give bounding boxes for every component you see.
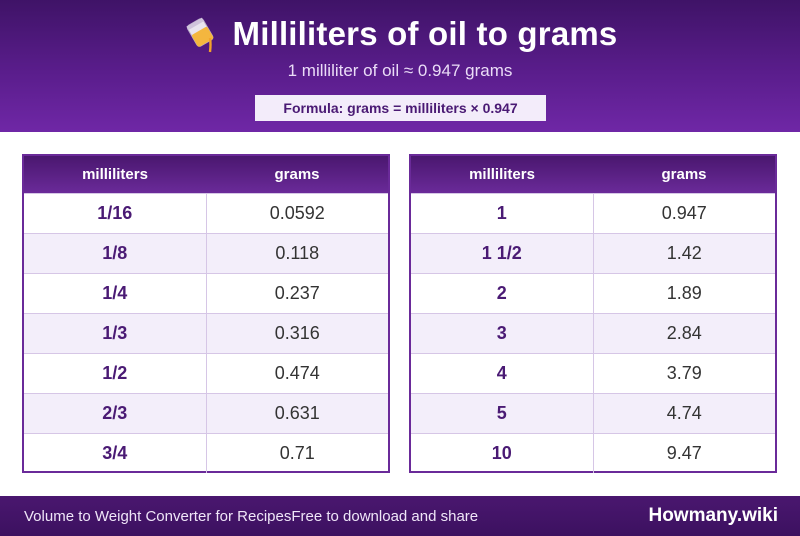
footer: Volume to Weight Converter for RecipesFr… xyxy=(0,496,800,536)
grams-cell: 0.118 xyxy=(206,232,388,273)
conversion-table-right: milliliters grams 1 0.947 1 1/2 1.42 2 1.89… xyxy=(409,154,777,473)
grams-cell: 0.316 xyxy=(206,312,388,353)
table-row: 1 1/2 1.42 xyxy=(411,232,775,273)
table-row: 2/3 0.631 xyxy=(24,392,388,433)
table-row: 5 4.74 xyxy=(411,392,775,433)
ml-cell: 3/4 xyxy=(24,432,207,473)
table: milliliters grams 1/16 0.0592 1/8 0.118 1/… xyxy=(24,156,388,473)
grams-cell: 2.84 xyxy=(593,312,775,353)
brand-link[interactable]: Howmany.wiki xyxy=(648,505,778,526)
grams-cell: 1.42 xyxy=(593,232,775,273)
table-row: 4 3.79 xyxy=(411,352,775,393)
ml-cell: 2 xyxy=(411,272,594,313)
grams-cell: 1.89 xyxy=(593,272,775,313)
table-row: 1/8 0.118 xyxy=(24,232,388,273)
grams-cell: 9.47 xyxy=(593,432,775,473)
table-row: 1/2 0.474 xyxy=(24,352,388,393)
column-header-grams: grams xyxy=(206,156,388,193)
table-row: 2 1.89 xyxy=(411,272,775,313)
ml-cell: 1/4 xyxy=(24,272,207,313)
column-header-milliliters: milliliters xyxy=(24,156,206,193)
column-header-grams: grams xyxy=(593,156,775,193)
table: milliliters grams 1 0.947 1 1/2 1.42 2 1.89… xyxy=(411,156,775,473)
table-row: 1 0.947 xyxy=(411,192,775,233)
table-header-row: milliliters grams xyxy=(24,156,388,193)
table-header-row: milliliters grams xyxy=(411,156,775,193)
page-title: Milliliters of oil to grams xyxy=(232,15,618,52)
ml-cell: 5 xyxy=(411,392,594,433)
grams-cell: 0.947 xyxy=(593,192,775,233)
page-subtitle: 1 milliliter of oil ≈ 0.947 grams xyxy=(287,61,513,80)
grams-cell: 4.74 xyxy=(593,392,775,433)
column-header-milliliters: milliliters xyxy=(411,156,593,193)
grams-cell: 0.237 xyxy=(206,272,388,313)
table-row: 1/3 0.316 xyxy=(24,312,388,353)
ml-cell: 1 xyxy=(411,192,594,233)
table-row: 3/4 0.71 xyxy=(24,432,388,473)
header: Milliliters of oil to grams 1 milliliter… xyxy=(0,0,800,132)
grams-cell: 0.474 xyxy=(206,352,388,393)
ml-cell: 1/16 xyxy=(24,192,207,233)
grams-cell: 0.71 xyxy=(206,432,388,473)
ml-cell: 4 xyxy=(411,352,594,393)
table-row: 10 9.47 xyxy=(411,432,775,473)
table-row: 3 2.84 xyxy=(411,312,775,353)
ml-cell: 1 1/2 xyxy=(411,232,594,273)
table-row: 1/4 0.237 xyxy=(24,272,388,313)
grams-cell: 3.79 xyxy=(593,352,775,393)
conversion-table-left: milliliters grams 1/16 0.0592 1/8 0.118 1/… xyxy=(22,154,390,473)
table-row: 1/16 0.0592 xyxy=(24,192,388,233)
formula-badge: Formula: grams = milliliters × 0.947 xyxy=(255,95,546,121)
ml-cell: 1/3 xyxy=(24,312,207,353)
ml-cell: 2/3 xyxy=(24,392,207,433)
ml-cell: 1/8 xyxy=(24,232,207,273)
grams-cell: 0.0592 xyxy=(206,192,388,233)
ml-cell: 3 xyxy=(411,312,594,353)
title-row: Milliliters of oil to grams xyxy=(0,14,800,54)
grams-cell: 0.631 xyxy=(206,392,388,433)
pouring-oil-icon xyxy=(185,17,213,53)
ml-cell: 10 xyxy=(411,432,594,473)
ml-cell: 1/2 xyxy=(24,352,207,393)
footer-tagline: Volume to Weight Converter for RecipesFr… xyxy=(24,508,479,525)
